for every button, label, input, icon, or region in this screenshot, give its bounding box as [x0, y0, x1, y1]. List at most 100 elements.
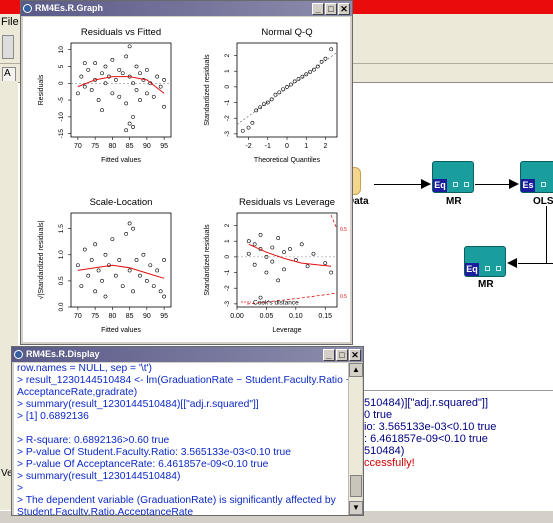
data-point: [138, 71, 142, 76]
data-point: [124, 101, 129, 106]
menu-file[interactable]: File: [1, 16, 19, 28]
data-point: [79, 284, 84, 289]
console-line: > result_1230144510484 <- lm(GraduationR…: [17, 375, 349, 386]
close-button[interactable]: ✕: [338, 3, 350, 15]
y-axis-label: Standardized residuals: [204, 54, 211, 126]
data-point: [258, 105, 262, 110]
data-point: [113, 78, 118, 82]
data-point: [312, 67, 316, 72]
data-point: [93, 242, 98, 247]
node-mr-1[interactable]: Eq: [432, 161, 474, 193]
console-line: > P-value Of AcceptanceRate: 6.461857e-0…: [17, 459, 269, 470]
data-point: [281, 87, 286, 92]
data-point: [296, 77, 301, 81]
x-tick-label: 75: [91, 143, 99, 150]
data-point: [89, 88, 94, 92]
data-point: [86, 67, 91, 72]
data-point: [308, 70, 312, 74]
data-point: [144, 67, 149, 72]
close-button[interactable]: ✕: [349, 349, 361, 361]
node-port: [496, 266, 501, 271]
graph-window-titlebar[interactable]: RM4Es.R.Graph _ □ ✕: [21, 1, 352, 16]
data-point: [127, 221, 132, 226]
toolbar-button[interactable]: [2, 35, 14, 59]
plot-frame: [70, 42, 172, 138]
node-port: [464, 182, 469, 187]
plot-title: Normal Q-Q: [261, 27, 312, 38]
data-point: [162, 78, 167, 82]
x-tick-label: 1: [304, 143, 308, 150]
scroll-up-icon[interactable]: ▲: [349, 363, 363, 377]
y-tick-label: 10: [58, 46, 65, 54]
minimize-button[interactable]: _: [312, 3, 324, 15]
x-tick-label: 80: [108, 143, 116, 150]
data-point: [82, 247, 87, 252]
data-point: [117, 67, 122, 72]
plot-title: Residuals vs Leverage: [239, 197, 335, 208]
data-point: [162, 104, 167, 109]
x-axis-label: Theoretical Quantiles: [254, 157, 321, 164]
console-output[interactable]: row.names = NULL, sep = '\t') > result_1…: [14, 363, 349, 515]
display-window: RM4Es.R.Display _ □ ✕ row.names = NULL, se…: [11, 346, 364, 516]
bg-console-line: 0 true: [364, 409, 393, 421]
data-point: [138, 273, 142, 278]
data-point: [282, 267, 286, 272]
y-tick-label: 0.0: [58, 302, 65, 311]
data-point: [82, 61, 87, 66]
data-point: [110, 91, 115, 96]
data-point: [138, 98, 142, 102]
data-point: [79, 74, 84, 79]
x-tick-label: 0: [285, 143, 289, 150]
display-window-titlebar[interactable]: RM4Es.R.Display _ □ ✕: [12, 347, 363, 362]
console-scrollbar[interactable]: ▲ ▼: [348, 363, 363, 515]
x-tick-label: 70: [74, 313, 82, 320]
data-point: [315, 64, 320, 69]
scroll-down-icon[interactable]: ▼: [349, 501, 363, 515]
x-tick-label: 0.05: [260, 313, 274, 320]
y-tick-label: 1.5: [58, 224, 65, 233]
data-point: [127, 44, 132, 49]
data-point: [141, 252, 146, 257]
background-tab[interactable]: A: [2, 67, 16, 81]
data-point: [282, 250, 286, 255]
graph-window: RM4Es.R.Graph _ □ ✕ Residuals vs Fitted Fit…: [20, 0, 353, 345]
arrowhead: [507, 258, 517, 268]
y-tick-label: -10: [58, 112, 65, 122]
data-point: [120, 71, 125, 76]
node-mr-2[interactable]: Eq: [464, 246, 506, 277]
y-tick-label: 1: [224, 239, 231, 243]
plot-frame: [236, 212, 338, 308]
data-point: [252, 262, 257, 267]
data-point: [100, 108, 104, 113]
plot-frame: [70, 212, 172, 308]
arrowhead: [509, 179, 519, 189]
minimize-button[interactable]: _: [323, 349, 335, 361]
data-point: [124, 128, 129, 133]
data-point: [120, 284, 125, 289]
x-tick-label: 0.10: [289, 313, 303, 320]
x-tick-label: -1: [265, 143, 271, 150]
y-tick-label: 5: [58, 64, 65, 68]
maximize-button[interactable]: □: [336, 349, 348, 361]
y-tick-label: -3: [224, 131, 231, 137]
data-point: [96, 268, 101, 273]
cooks-contour: [246, 292, 338, 305]
data-point: [311, 251, 316, 256]
data-point: [258, 233, 263, 237]
data-point: [117, 258, 122, 262]
data-point: [323, 56, 328, 61]
y-tick-label: 1.0: [58, 250, 65, 259]
data-point: [131, 226, 135, 231]
scroll-thumb[interactable]: [350, 475, 362, 497]
data-point: [254, 108, 259, 113]
data-point: [82, 84, 87, 89]
edge-to-mr-2: [518, 263, 553, 264]
data-point: [93, 289, 98, 294]
plot-frame: [236, 42, 338, 138]
node-ols[interactable]: Es: [520, 161, 553, 193]
y-tick-label: -2: [224, 285, 231, 291]
data-point: [305, 264, 310, 269]
node-mr-2-label: MR: [478, 279, 494, 290]
node-port: [541, 182, 546, 187]
maximize-button[interactable]: □: [325, 3, 337, 15]
